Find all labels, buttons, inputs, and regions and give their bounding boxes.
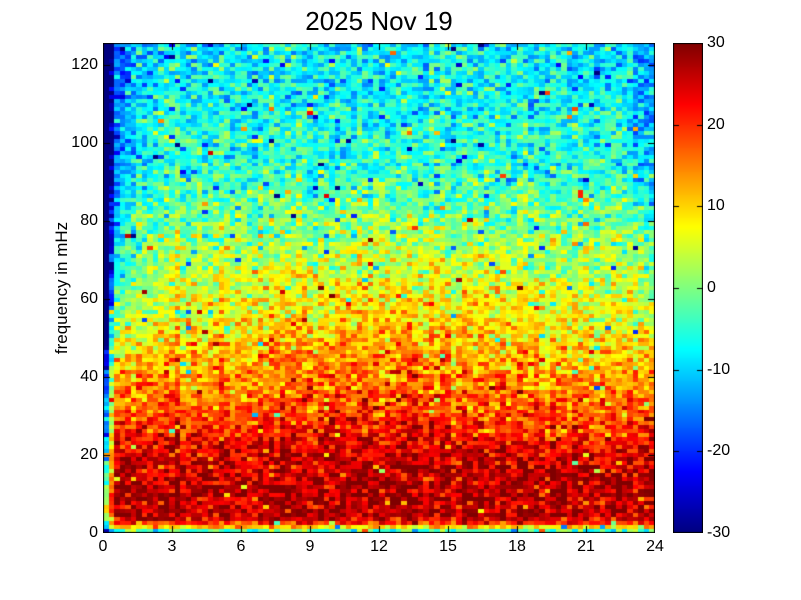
x-tick-label: 21 (577, 538, 595, 555)
x-tick-label: 6 (236, 538, 246, 555)
colorbar-tick-label: 20 (707, 115, 725, 133)
y-tick-label: 20 (80, 445, 98, 463)
x-tick-label: 0 (98, 538, 108, 555)
spectrogram-heatmap (103, 43, 655, 533)
y-tick-label: 60 (80, 289, 98, 307)
colorbar-tick-label: 30 (707, 34, 725, 51)
y-tick-label: 80 (80, 211, 98, 229)
y-tick-label: 40 (80, 367, 98, 385)
colorbar (673, 43, 703, 533)
colorbar-tick-label: -20 (707, 442, 731, 460)
x-tick-label: 15 (439, 538, 457, 555)
x-tick-label: 9 (305, 538, 315, 555)
x-tick-label: 12 (370, 538, 388, 555)
colorbar-tick-label: -30 (707, 524, 731, 541)
x-tick-label: 18 (508, 538, 526, 555)
chart-title: 2025 Nov 19 (305, 6, 453, 36)
y-axis-label: frequency in mHz (52, 221, 71, 355)
colorbar-tick-label: 10 (707, 197, 725, 215)
colorbar-tick-label: 0 (707, 279, 716, 296)
colorbar-tick-label: -10 (707, 360, 731, 378)
x-tick-label: 3 (167, 538, 177, 555)
y-tick-label: 0 (89, 524, 98, 541)
x-tick-label: 24 (646, 538, 664, 555)
y-tick-label: 120 (71, 55, 98, 73)
y-tick-label: 100 (71, 133, 98, 151)
